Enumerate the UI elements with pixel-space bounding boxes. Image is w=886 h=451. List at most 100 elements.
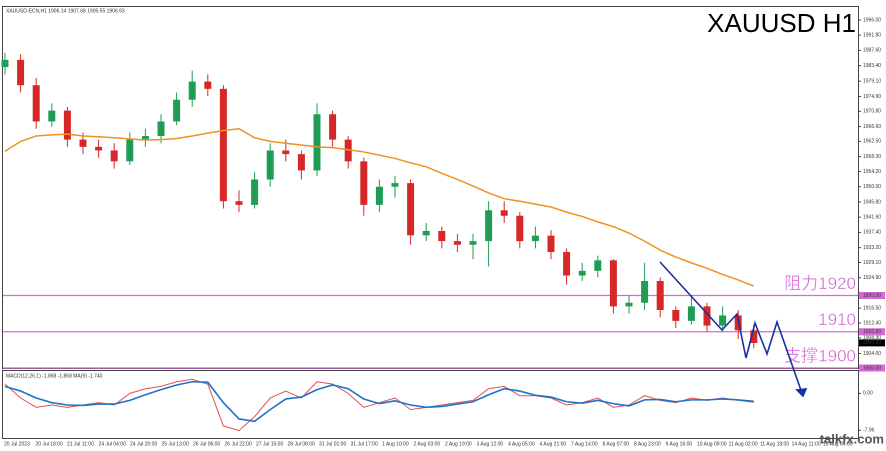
candle-body [313,114,321,171]
y-tick-label: 1941.60 [863,215,881,221]
candle-body [266,150,274,180]
candle-body [219,88,227,202]
chart-info: XAUUSD-ECN,H1 1906.14 1907.68 1905.55 19… [6,8,125,14]
y-tick-label: 1958.30 [863,154,881,160]
x-tick-label: 8 Aug 07:00 [603,441,630,447]
x-tick-label: 2 Aug 19:00 [445,441,472,447]
candle-body [469,241,477,245]
candle-body [625,302,633,307]
y-tick-label: 1962.50 [863,139,881,145]
candle-body [188,81,196,100]
x-tick-label: 7 Aug 14:00 [571,441,598,447]
level-axis-label: 1900.00 [863,365,881,371]
y-tick-label: 1945.80 [863,199,881,205]
candle-body [500,210,508,216]
x-tick-label: 24 Jul 20:00 [130,441,157,447]
y-tick-label: -7.96 [863,428,875,434]
x-tick-label: 20 Jul 18:00 [36,441,63,447]
arrow-head [795,388,808,398]
candle-body [95,146,103,151]
plot-layer: 1996.00 1991.80 1987.60 1983.40 1979.10 1974.… [1,17,885,447]
macd-panel [2,370,859,439]
y-tick-label: 1933.20 [863,245,881,251]
level-axis-box [859,328,885,336]
candle-body [516,215,524,242]
y-tick-label: 1954.20 [863,169,881,175]
candle-body [407,183,415,236]
candle-body [48,110,56,122]
last-price-label: 1906.93 [863,340,881,346]
x-tick-label: 25 Jul 13:00 [162,441,189,447]
candle-body [641,280,649,303]
x-tick-label: 20 Jul 2023 [4,441,30,447]
candle-body [594,260,602,271]
candle-body [609,260,617,307]
candle-body [297,154,305,171]
candle-body [375,186,383,205]
x-tick-label: 9 Aug 16:00 [666,441,693,447]
candle-body [547,235,555,252]
x-tick-label: 11 Aug 18:00 [760,441,789,447]
candle-body [251,179,259,205]
x-tick-label: 10 Aug 09:00 [697,441,727,447]
candle-body [672,309,680,321]
y-tick-label: 1904.00 [863,351,881,357]
candle-body [687,306,695,321]
candle-body [360,161,368,205]
drawn-arrow-line [659,261,804,397]
x-tick-label: 31 Jul 17:00 [351,441,378,447]
x-tick-label: 26 Jul 22:00 [225,441,252,447]
level-axis-label: 1910.00 [863,329,881,335]
candle-body [453,241,461,245]
y-tick-label: 1924.90 [863,275,881,281]
y-tick-label: 1974.90 [863,94,881,100]
candle-body [157,121,165,136]
y-tick-label: 1991.80 [863,33,881,39]
candle-body [282,150,290,155]
y-tick-label: 1996.00 [863,17,881,23]
x-tick-label: 8 Aug 23:00 [634,441,661,447]
candle-body [204,81,212,89]
x-tick-label: 3 Aug 12:00 [477,441,504,447]
macd-title: MACD(12,26,1) -1.868 -1.868 MA(9) -1.740 [6,373,103,379]
candle-body [578,270,586,276]
x-tick-label: 14 Aug 11:00 [792,441,821,447]
candle-body [1,59,9,68]
y-tick-label: 0.00 [863,391,873,397]
x-tick-label: 4 Aug 05:00 [508,441,535,447]
watermark: talkfx.com [820,431,884,446]
x-tick-label: 24 Jul 04:00 [99,441,126,447]
candle-body [485,210,493,242]
macd-line [4,380,754,423]
candle-body [110,150,118,162]
level-label: 阻力1920 [784,274,856,293]
x-tick-label: 27 Jul 15:00 [256,441,283,447]
level-axis-label: 1920.00 [863,293,881,299]
x-tick-label: 1 Aug 10:00 [382,441,409,447]
candle-body [531,235,539,242]
level-axis-box [859,291,885,299]
candle-body [173,99,181,122]
x-tick-label: 31 Jul 01:00 [319,441,346,447]
y-tick-label: 1912.40 [863,320,881,326]
level-axis-box [859,364,885,372]
candle-body [656,280,664,310]
level-label: 支撑1900 [784,346,856,365]
candle-body [563,251,571,276]
y-tick-label: 1937.40 [863,230,881,236]
x-tick-label: 11 Aug 02:00 [729,441,758,447]
y-tick-label: 1983.40 [863,63,881,69]
last-price-box [859,339,885,347]
y-tick-label: 1908.30 [863,335,881,341]
y-tick-label: 1966.60 [863,124,881,130]
x-tick-label: 2 Aug 03:00 [414,441,441,447]
chart-title: XAUUSD H1 [707,8,856,38]
x-tick-label: 21 Jul 11:00 [67,441,94,447]
candle-body [750,330,758,343]
x-tick-label: 28 Jul 08:00 [288,441,315,447]
candle-body [703,306,711,326]
candle-body [235,201,243,205]
candle-body [141,135,149,140]
